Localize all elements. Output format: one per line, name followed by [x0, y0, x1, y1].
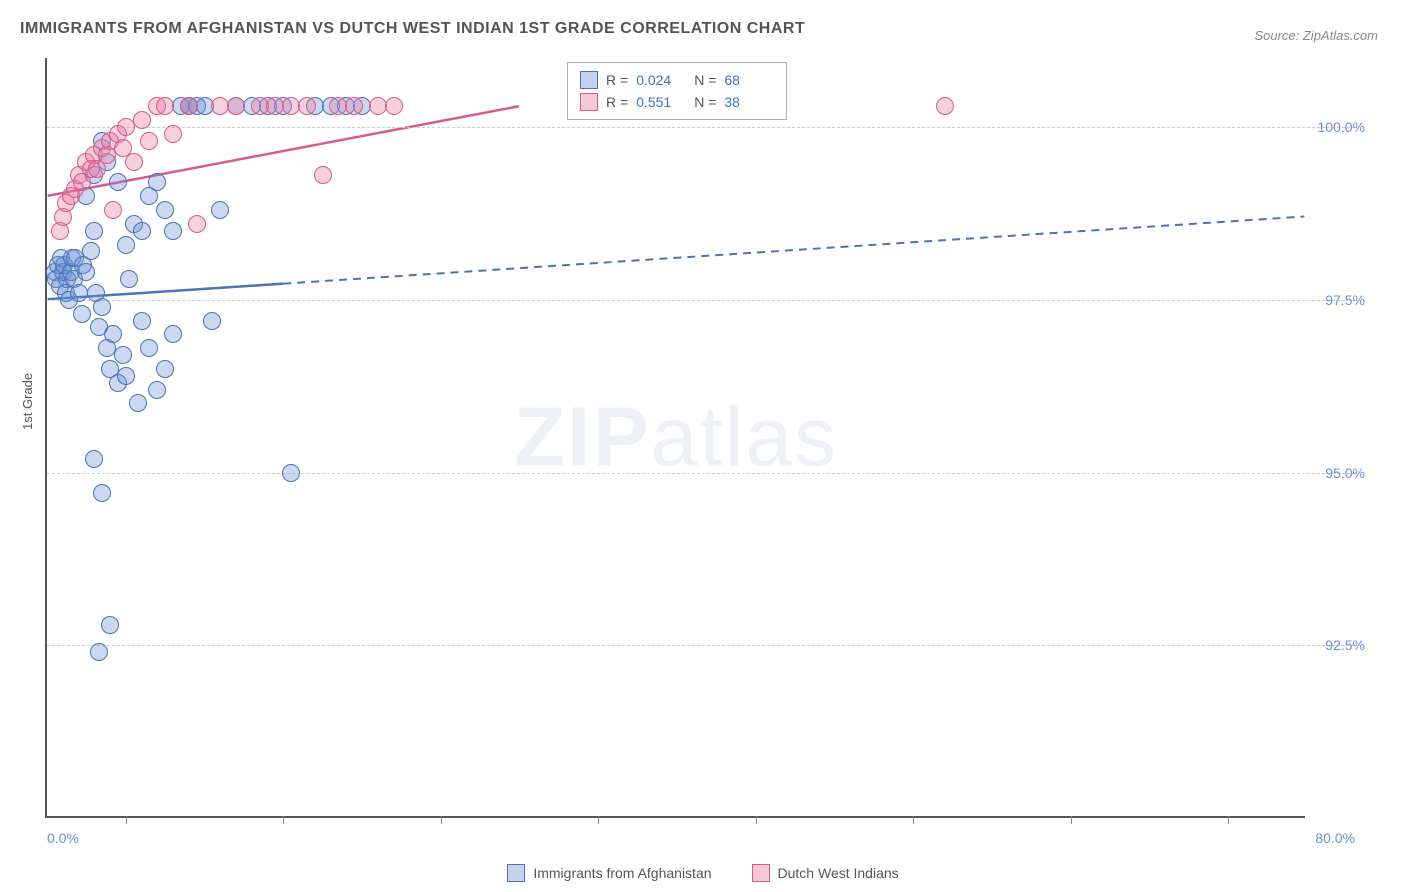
y-tick-label: 92.5% [1325, 637, 1365, 653]
series-legend: Immigrants from Afghanistan Dutch West In… [0, 864, 1406, 882]
y-tick-label: 95.0% [1325, 465, 1365, 481]
r-value: 0.551 [636, 91, 686, 113]
source-name: ZipAtlas.com [1303, 28, 1378, 43]
stats-legend-row: R = 0.024 N = 68 [580, 69, 774, 91]
point-dutch-west-indian [104, 201, 122, 219]
n-value: 38 [724, 91, 774, 113]
legend-item: Dutch West Indians [752, 864, 899, 882]
point-dutch-west-indian [314, 166, 332, 184]
legend-label: Dutch West Indians [778, 865, 899, 881]
gridline-horizontal [47, 300, 1355, 301]
trend-lines [47, 58, 1305, 816]
point-afghanistan [93, 484, 111, 502]
point-afghanistan [73, 305, 91, 323]
point-afghanistan [140, 339, 158, 357]
point-afghanistan [203, 312, 221, 330]
point-afghanistan [85, 450, 103, 468]
gridline-horizontal [47, 127, 1355, 128]
legend-swatch [580, 93, 598, 111]
point-dutch-west-indian [125, 153, 143, 171]
point-afghanistan [133, 312, 151, 330]
x-axis-max-label: 80.0% [1315, 830, 1355, 846]
y-tick-label: 97.5% [1325, 292, 1365, 308]
x-tick [1228, 816, 1229, 824]
x-tick [283, 816, 284, 824]
point-afghanistan [211, 201, 229, 219]
point-afghanistan [164, 222, 182, 240]
legend-swatch [752, 864, 770, 882]
chart-title: IMMIGRANTS FROM AFGHANISTAN VS DUTCH WES… [20, 20, 805, 38]
trend-line-extrapolated [283, 216, 1304, 283]
point-afghanistan [120, 270, 138, 288]
point-afghanistan [117, 236, 135, 254]
n-label: N = [694, 69, 716, 91]
x-tick [1071, 816, 1072, 824]
point-afghanistan [85, 222, 103, 240]
plot-area: ZIPatlas 0.0% 80.0% R =0.024N =68R =0.55… [45, 58, 1305, 818]
point-dutch-west-indian [156, 97, 174, 115]
r-label: R = [606, 91, 628, 113]
n-label: N = [694, 91, 716, 113]
point-dutch-west-indian [140, 132, 158, 150]
gridline-horizontal [47, 645, 1355, 646]
point-afghanistan [77, 263, 95, 281]
point-dutch-west-indian [298, 97, 316, 115]
point-dutch-west-indian [227, 97, 245, 115]
x-tick [441, 816, 442, 824]
point-afghanistan [148, 173, 166, 191]
watermark: ZIPatlas [514, 389, 838, 486]
point-afghanistan [148, 381, 166, 399]
point-afghanistan [129, 394, 147, 412]
point-afghanistan [282, 464, 300, 482]
point-dutch-west-indian [188, 215, 206, 233]
point-afghanistan [93, 298, 111, 316]
r-value: 0.024 [636, 69, 686, 91]
point-afghanistan [101, 616, 119, 634]
gridline-horizontal [47, 473, 1355, 474]
r-label: R = [606, 69, 628, 91]
point-afghanistan [164, 325, 182, 343]
point-afghanistan [104, 325, 122, 343]
point-afghanistan [82, 242, 100, 260]
n-value: 68 [724, 69, 774, 91]
point-dutch-west-indian [133, 111, 151, 129]
legend-swatch [580, 71, 598, 89]
point-afghanistan [109, 173, 127, 191]
stats-legend-row: R = 0.551 N = 38 [580, 91, 774, 113]
x-tick [598, 816, 599, 824]
point-afghanistan [133, 222, 151, 240]
x-tick [126, 816, 127, 824]
point-dutch-west-indian [345, 97, 363, 115]
point-afghanistan [114, 346, 132, 364]
legend-item: Immigrants from Afghanistan [507, 864, 711, 882]
x-axis-min-label: 0.0% [47, 830, 79, 846]
y-axis-title: 1st Grade [20, 373, 35, 430]
x-tick [913, 816, 914, 824]
stats-legend-box: R = 0.024 N = 68 R = 0.551 N = 38 [567, 62, 787, 120]
point-dutch-west-indian [164, 125, 182, 143]
point-dutch-west-indian [385, 97, 403, 115]
point-afghanistan [70, 284, 88, 302]
x-tick [756, 816, 757, 824]
point-afghanistan [117, 367, 135, 385]
source-prefix: Source: [1254, 28, 1302, 43]
point-afghanistan [90, 643, 108, 661]
point-dutch-west-indian [180, 97, 198, 115]
point-afghanistan [156, 360, 174, 378]
legend-swatch [507, 864, 525, 882]
source-credit: Source: ZipAtlas.com [1254, 28, 1378, 43]
point-dutch-west-indian [936, 97, 954, 115]
point-afghanistan [156, 201, 174, 219]
y-tick-label: 100.0% [1318, 119, 1365, 135]
legend-label: Immigrants from Afghanistan [533, 865, 711, 881]
